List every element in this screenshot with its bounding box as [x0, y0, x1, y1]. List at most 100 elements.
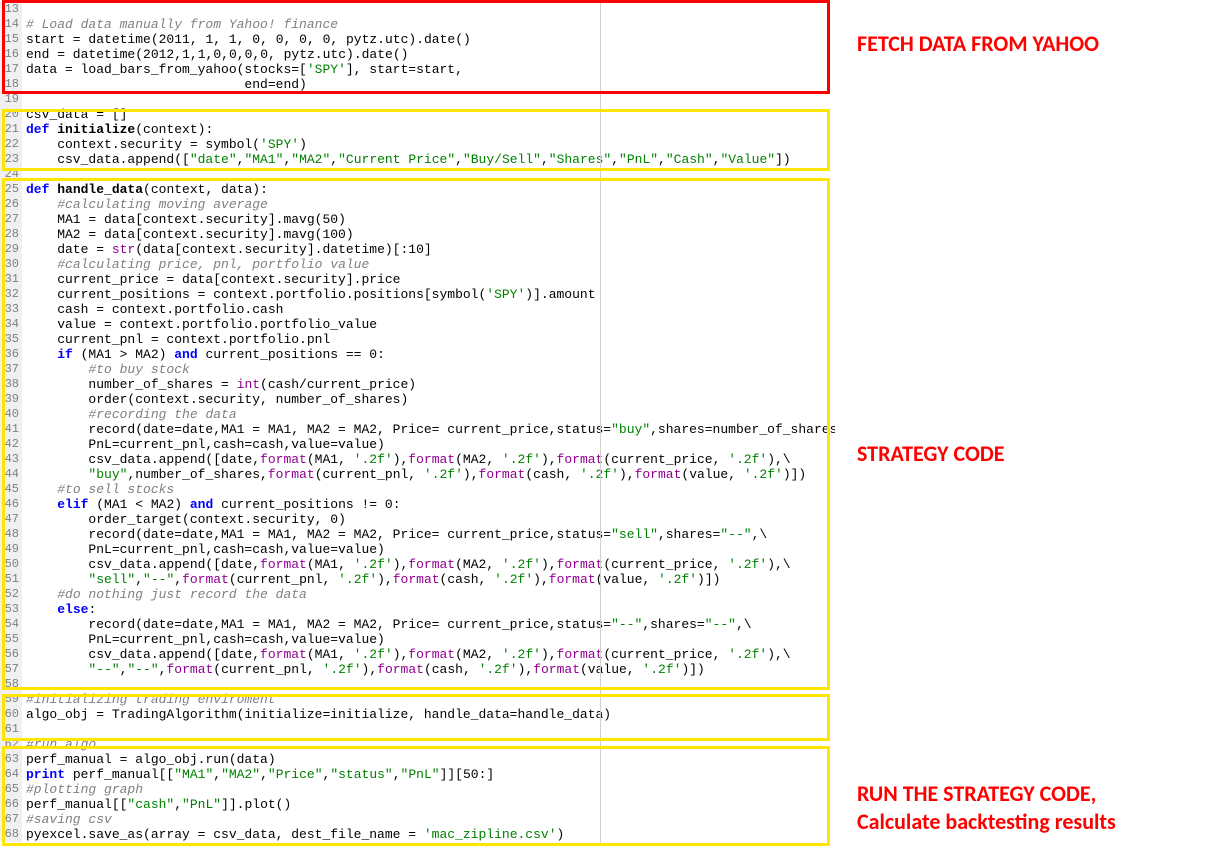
code-line[interactable]: 48 record(date=date,MA1 = MA1, MA2 = MA2… [0, 527, 835, 542]
code-text[interactable]: PnL=current_pnl,cash=cash,value=value) [22, 542, 835, 557]
code-line[interactable]: 35 current_pnl = context.portfolio.pnl [0, 332, 835, 347]
code-text[interactable]: cash = context.portfolio.cash [22, 302, 835, 317]
code-text[interactable]: csv_data = [] [22, 107, 835, 122]
code-line[interactable]: 30 #calculating price, pnl, portfolio va… [0, 257, 835, 272]
code-line[interactable]: 34 value = context.portfolio.portfolio_v… [0, 317, 835, 332]
code-text[interactable] [22, 722, 835, 737]
code-line[interactable]: 15start = datetime(2011, 1, 1, 0, 0, 0, … [0, 32, 835, 47]
code-text[interactable]: order(context.security, number_of_shares… [22, 392, 835, 407]
code-text[interactable]: current_pnl = context.portfolio.pnl [22, 332, 835, 347]
code-text[interactable]: csv_data.append([date,format(MA1, '.2f')… [22, 557, 835, 572]
code-line[interactable]: 54 record(date=date,MA1 = MA1, MA2 = MA2… [0, 617, 835, 632]
code-text[interactable]: csv_data.append([date,format(MA1, '.2f')… [22, 452, 835, 467]
code-text[interactable]: #to sell stocks [22, 482, 835, 497]
code-text[interactable]: #run algo [22, 737, 835, 752]
code-text[interactable] [22, 677, 835, 692]
code-text[interactable]: else: [22, 602, 835, 617]
code-line[interactable]: 45 #to sell stocks [0, 482, 835, 497]
code-line[interactable]: 43 csv_data.append([date,format(MA1, '.2… [0, 452, 835, 467]
code-line[interactable]: 65#plotting graph [0, 782, 835, 797]
code-text[interactable]: #calculating price, pnl, portfolio value [22, 257, 835, 272]
code-line[interactable]: 40 #recording the data [0, 407, 835, 422]
code-text[interactable]: #to buy stock [22, 362, 835, 377]
code-text[interactable]: #plotting graph [22, 782, 835, 797]
code-line[interactable]: 32 current_positions = context.portfolio… [0, 287, 835, 302]
code-line[interactable]: 22 context.security = symbol('SPY') [0, 137, 835, 152]
code-line[interactable]: 26 #calculating moving average [0, 197, 835, 212]
code-line[interactable]: 19 [0, 92, 835, 107]
code-line[interactable]: 23 csv_data.append(["date","MA1","MA2","… [0, 152, 835, 167]
code-text[interactable]: context.security = symbol('SPY') [22, 137, 835, 152]
code-line[interactable]: 36 if (MA1 > MA2) and current_positions … [0, 347, 835, 362]
code-line[interactable]: 17data = load_bars_from_yahoo(stocks=['S… [0, 62, 835, 77]
code-text[interactable]: perf_manual[["cash","PnL"]].plot() [22, 797, 835, 812]
code-text[interactable]: record(date=date,MA1 = MA1, MA2 = MA2, P… [22, 527, 835, 542]
code-text[interactable]: perf_manual = algo_obj.run(data) [22, 752, 835, 767]
code-line[interactable]: 53 else: [0, 602, 835, 617]
code-line[interactable]: 33 cash = context.portfolio.cash [0, 302, 835, 317]
code-text[interactable] [22, 167, 835, 182]
code-text[interactable]: number_of_shares = int(cash/current_pric… [22, 377, 835, 392]
code-text[interactable]: MA2 = data[context.security].mavg(100) [22, 227, 835, 242]
code-line[interactable]: 62#run algo [0, 737, 835, 752]
code-text[interactable]: def handle_data(context, data): [22, 182, 835, 197]
code-text[interactable]: value = context.portfolio.portfolio_valu… [22, 317, 835, 332]
code-text[interactable]: "buy",number_of_shares,format(current_pn… [22, 467, 835, 482]
code-text[interactable]: end=end) [22, 77, 835, 92]
code-text[interactable]: record(date=date,MA1 = MA1, MA2 = MA2, P… [22, 422, 835, 437]
code-line[interactable]: 25def handle_data(context, data): [0, 182, 835, 197]
code-line[interactable]: 38 number_of_shares = int(cash/current_p… [0, 377, 835, 392]
code-line[interactable]: 44 "buy",number_of_shares,format(current… [0, 467, 835, 482]
code-line[interactable]: 14# Load data manually from Yahoo! finan… [0, 17, 835, 32]
code-line[interactable]: 13 [0, 2, 835, 17]
code-line[interactable]: 28 MA2 = data[context.security].mavg(100… [0, 227, 835, 242]
code-text[interactable]: algo_obj = TradingAlgorithm(initialize=i… [22, 707, 835, 722]
code-line[interactable]: 67#saving csv [0, 812, 835, 827]
code-text[interactable]: #calculating moving average [22, 197, 835, 212]
code-text[interactable]: data = load_bars_from_yahoo(stocks=['SPY… [22, 62, 835, 77]
code-line[interactable]: 41 record(date=date,MA1 = MA1, MA2 = MA2… [0, 422, 835, 437]
code-text[interactable]: order_target(context.security, 0) [22, 512, 835, 527]
code-text[interactable]: PnL=current_pnl,cash=cash,value=value) [22, 437, 835, 452]
code-line[interactable]: 57 "--","--",format(current_pnl, '.2f'),… [0, 662, 835, 677]
code-text[interactable]: elif (MA1 < MA2) and current_positions !… [22, 497, 835, 512]
code-text[interactable]: record(date=date,MA1 = MA1, MA2 = MA2, P… [22, 617, 835, 632]
code-line[interactable]: 63perf_manual = algo_obj.run(data) [0, 752, 835, 767]
code-line[interactable]: 60algo_obj = TradingAlgorithm(initialize… [0, 707, 835, 722]
code-line[interactable]: 18 end=end) [0, 77, 835, 92]
code-line[interactable]: 64print perf_manual[["MA1","MA2","Price"… [0, 767, 835, 782]
code-line[interactable]: 31 current_price = data[context.security… [0, 272, 835, 287]
code-text[interactable]: "--","--",format(current_pnl, '.2f'),for… [22, 662, 835, 677]
code-text[interactable]: csv_data.append([date,format(MA1, '.2f')… [22, 647, 835, 662]
code-line[interactable]: 20csv_data = [] [0, 107, 835, 122]
code-line[interactable]: 59#initializing trading enviroment [0, 692, 835, 707]
code-line[interactable]: 21def initialize(context): [0, 122, 835, 137]
code-line[interactable]: 47 order_target(context.security, 0) [0, 512, 835, 527]
code-line[interactable]: 68pyexcel.save_as(array = csv_data, dest… [0, 827, 835, 842]
code-text[interactable]: #recording the data [22, 407, 835, 422]
code-line[interactable]: 24 [0, 167, 835, 182]
code-text[interactable]: MA1 = data[context.security].mavg(50) [22, 212, 835, 227]
code-line[interactable]: 66perf_manual[["cash","PnL"]].plot() [0, 797, 835, 812]
code-line[interactable]: 50 csv_data.append([date,format(MA1, '.2… [0, 557, 835, 572]
code-editor[interactable]: 1314# Load data manually from Yahoo! fin… [0, 0, 835, 844]
code-text[interactable]: #saving csv [22, 812, 835, 827]
code-text[interactable]: def initialize(context): [22, 122, 835, 137]
code-text[interactable]: PnL=current_pnl,cash=cash,value=value) [22, 632, 835, 647]
code-text[interactable]: current_positions = context.portfolio.po… [22, 287, 835, 302]
code-line[interactable]: 58 [0, 677, 835, 692]
code-line[interactable]: 39 order(context.security, number_of_sha… [0, 392, 835, 407]
code-text[interactable]: #do nothing just record the data [22, 587, 835, 602]
code-text[interactable]: print perf_manual[["MA1","MA2","Price","… [22, 767, 835, 782]
code-text[interactable]: date = str(data[context.security].dateti… [22, 242, 835, 257]
code-text[interactable] [22, 2, 835, 17]
code-line[interactable]: 52 #do nothing just record the data [0, 587, 835, 602]
code-text[interactable]: end = datetime(2012,1,1,0,0,0,0, pytz.ut… [22, 47, 835, 62]
code-text[interactable]: #initializing trading enviroment [22, 692, 835, 707]
code-line[interactable]: 29 date = str(data[context.security].dat… [0, 242, 835, 257]
code-line[interactable]: 61 [0, 722, 835, 737]
code-text[interactable] [22, 92, 835, 107]
code-line[interactable]: 16end = datetime(2012,1,1,0,0,0,0, pytz.… [0, 47, 835, 62]
code-line[interactable]: 51 "sell","--",format(current_pnl, '.2f'… [0, 572, 835, 587]
code-text[interactable]: pyexcel.save_as(array = csv_data, dest_f… [22, 827, 835, 842]
